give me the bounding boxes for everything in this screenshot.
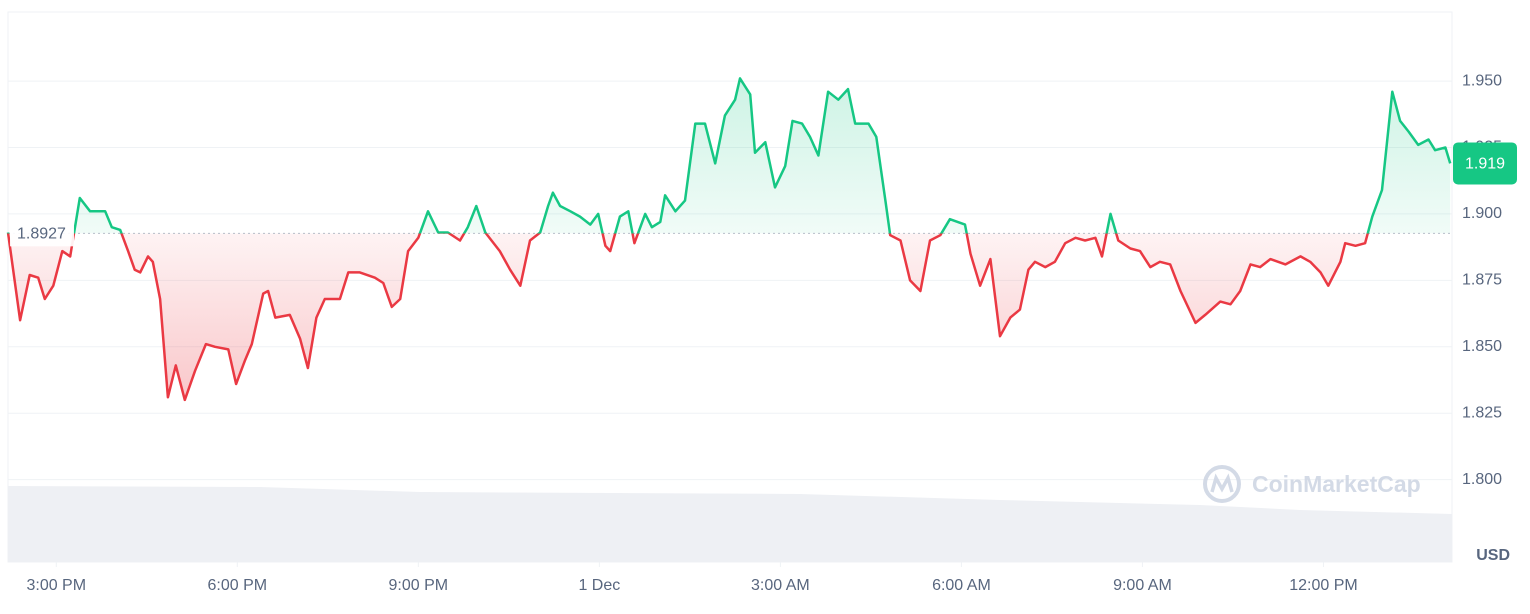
- x-tick-label: 1 Dec: [578, 577, 620, 594]
- price-line: [6, 77, 1452, 402]
- y-tick-label: 1.950: [1462, 72, 1502, 89]
- current-price-label: 1.919: [1465, 156, 1505, 173]
- x-tick-label: 3:00 AM: [751, 577, 810, 594]
- watermark: CoinMarketCap: [1203, 465, 1421, 503]
- marks: 1.8927: [6, 77, 1452, 402]
- x-tick-label: 9:00 PM: [389, 577, 449, 594]
- baseline-label: 1.8927: [17, 226, 66, 243]
- y-axis-unit: USD: [1476, 547, 1510, 564]
- x-tick-label: 9:00 AM: [1113, 577, 1172, 594]
- y-tick-label: 1.800: [1462, 471, 1502, 488]
- x-tick-label: 3:00 PM: [26, 577, 86, 594]
- x-tick-label: 6:00 PM: [208, 577, 268, 594]
- x-tick-label: 12:00 PM: [1289, 577, 1357, 594]
- watermark-logo-mark: [1210, 473, 1234, 493]
- watermark-logo: [1203, 465, 1241, 503]
- area: [8, 78, 1451, 400]
- y-tick-label: 1.825: [1462, 404, 1502, 421]
- x-tick-label: 6:00 AM: [932, 577, 991, 594]
- y-tick-label: 1.900: [1462, 205, 1502, 222]
- y-tick-label: 1.875: [1462, 272, 1502, 289]
- volume-background: [8, 486, 1452, 562]
- y-tick-label: 1.850: [1462, 338, 1502, 355]
- current-price-badge: [1453, 142, 1517, 185]
- watermark-text: CoinMarketCap: [1252, 471, 1421, 497]
- baseline-label-box: [10, 220, 74, 247]
